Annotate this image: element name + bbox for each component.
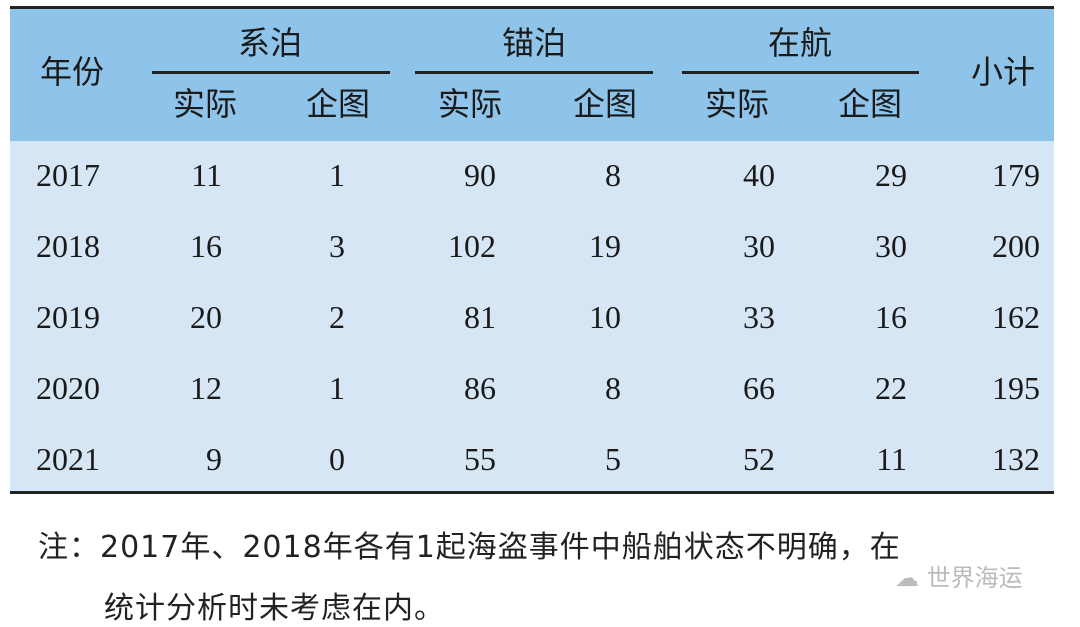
header-group-underway: 在航 bbox=[767, 24, 833, 62]
table-cell: 86 bbox=[464, 370, 496, 406]
table-cell: 8 bbox=[605, 157, 621, 193]
group-rule bbox=[152, 71, 390, 74]
group-rule bbox=[682, 71, 919, 74]
header-sub: 企图 bbox=[305, 85, 371, 123]
header-sub: 实际 bbox=[704, 85, 770, 123]
header-year: 年份 bbox=[39, 53, 105, 91]
piracy-table: 年份 系泊 锚泊 在航 实际 企图 实际 企图 实际 企图 小计 2017 11 1… bbox=[10, 6, 1054, 494]
table-cell: 1 bbox=[329, 370, 345, 406]
header-sub: 实际 bbox=[437, 85, 503, 123]
group-rule bbox=[415, 71, 653, 74]
table-cell: 81 bbox=[464, 299, 496, 335]
header-group-moored: 系泊 bbox=[237, 24, 303, 62]
table-cell: 29 bbox=[875, 157, 907, 193]
table-body bbox=[10, 141, 1054, 494]
table-cell: 12 bbox=[190, 370, 222, 406]
table-cell: 5 bbox=[605, 441, 621, 477]
table-cell: 195 bbox=[992, 370, 1040, 406]
table-cell: 20 bbox=[190, 299, 222, 335]
table-cell: 55 bbox=[464, 441, 496, 477]
table-cell: 179 bbox=[992, 157, 1040, 193]
table-cell: 90 bbox=[464, 157, 496, 193]
watermark: ☁ 世界海运 bbox=[895, 558, 1023, 593]
table-cell: 11 bbox=[876, 441, 907, 477]
table-cell: 33 bbox=[743, 299, 775, 335]
header-sub: 企图 bbox=[837, 85, 903, 123]
header-total: 小计 bbox=[970, 53, 1036, 91]
cell-year: 2020 bbox=[36, 370, 100, 406]
note-line-2: 统计分析时未考虑在内。 bbox=[104, 591, 445, 626]
table-cell: 40 bbox=[743, 157, 775, 193]
table-cell: 162 bbox=[992, 299, 1040, 335]
wechat-icon: ☁ bbox=[895, 564, 927, 592]
table-cell: 200 bbox=[992, 228, 1040, 264]
table-cell: 30 bbox=[875, 228, 907, 264]
cell-year: 2017 bbox=[36, 157, 100, 193]
cell-year: 2018 bbox=[36, 228, 100, 264]
table-cell: 22 bbox=[875, 370, 907, 406]
table-cell: 66 bbox=[743, 370, 775, 406]
table-cell: 52 bbox=[743, 441, 775, 477]
cell-year: 2021 bbox=[36, 441, 100, 477]
table-cell: 102 bbox=[448, 228, 496, 264]
table-cell: 19 bbox=[589, 228, 621, 264]
table-header bbox=[10, 6, 1054, 144]
table-cell: 30 bbox=[743, 228, 775, 264]
header-sub: 企图 bbox=[572, 85, 638, 123]
table-cell: 0 bbox=[329, 441, 345, 477]
header-group-anchored: 锚泊 bbox=[501, 24, 567, 62]
header-sub: 实际 bbox=[172, 85, 238, 123]
table-cell: 16 bbox=[875, 299, 907, 335]
table-cell: 2 bbox=[329, 299, 345, 335]
note-line-1: 注：2017年、2018年各有1起海盗事件中船舶状态不明确，在 bbox=[38, 530, 901, 565]
table-cell: 9 bbox=[206, 441, 222, 477]
table-cell: 10 bbox=[589, 299, 621, 335]
table-cell: 8 bbox=[605, 370, 621, 406]
table-cell: 11 bbox=[191, 157, 222, 193]
table-cell: 132 bbox=[992, 441, 1040, 477]
table-cell: 1 bbox=[329, 157, 345, 193]
watermark-text: 世界海运 bbox=[926, 564, 1023, 592]
cell-year: 2019 bbox=[36, 299, 100, 335]
table-cell: 3 bbox=[329, 228, 345, 264]
table-cell: 16 bbox=[190, 228, 222, 264]
